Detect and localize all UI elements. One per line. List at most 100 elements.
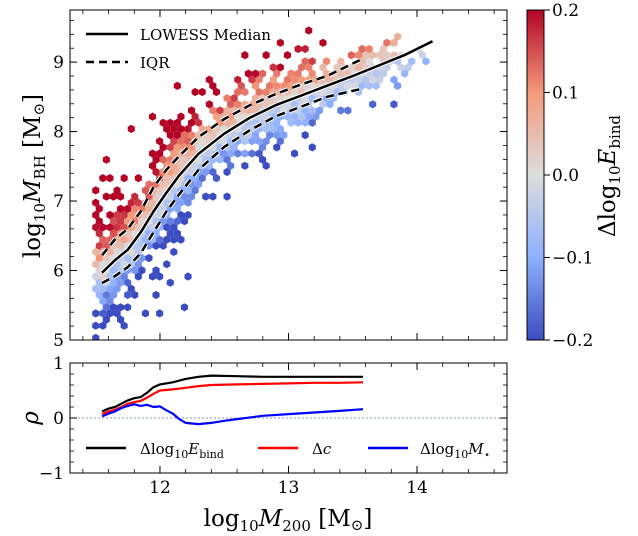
colorbar-tick-label: −0.1: [552, 249, 593, 269]
hexbin-cell: [209, 192, 217, 201]
hexbin-cell: [177, 235, 185, 244]
colorbar-tick-label: 0.1: [552, 84, 579, 104]
hexbin-cell: [149, 161, 157, 170]
hexbin-cell: [276, 63, 284, 72]
hexbin-cell: [102, 290, 110, 300]
hexbin-cell: [106, 309, 114, 318]
hexbin-cell: [109, 192, 117, 201]
hexbin-cell: [422, 57, 430, 66]
hexbin-cell: [234, 75, 242, 84]
hexbin-cell: [152, 192, 160, 201]
hexbin-cell: [298, 112, 306, 121]
hexbin-cell: [166, 278, 174, 287]
hexbin-cell: [156, 309, 164, 318]
hexbin-cell: [209, 167, 217, 177]
hexbin-cell: [262, 87, 270, 97]
hexbin-cell: [248, 75, 256, 84]
hexbin-cell: [173, 131, 181, 140]
hexbin-cell: [362, 75, 370, 84]
hexbin-cell: [152, 229, 160, 238]
hexbin-cell: [223, 192, 231, 201]
hexbin-cell: [276, 38, 284, 47]
hexbin-cell: [159, 180, 167, 189]
hexbin-cell: [241, 137, 249, 146]
hexbin-cell: [180, 217, 188, 226]
hexbin-cell: [173, 217, 181, 226]
hexbin-cell: [372, 81, 380, 90]
hexbin-cell: [191, 87, 199, 97]
hexbin-cell: [156, 210, 164, 220]
hexbin-cell: [134, 247, 142, 256]
hexbin-cell: [337, 81, 345, 90]
hexbin-cell: [120, 174, 128, 183]
hexbin-cell: [308, 143, 316, 152]
hexbin-cell: [92, 198, 100, 207]
hexbin-cell: [163, 174, 171, 183]
hexbin-cell: [312, 112, 320, 121]
hexbin-cell: [283, 75, 291, 84]
hexbin-cell: [113, 309, 121, 318]
hexbin-cell: [120, 272, 128, 281]
hexbin-cell: [163, 235, 171, 244]
hexbin-cell: [145, 180, 153, 189]
hexbin-cell: [365, 81, 373, 90]
hexbin-cell: [113, 284, 121, 293]
hexbin-cell: [149, 223, 157, 232]
hexbin-cell: [369, 100, 377, 109]
hexbin-cell: [127, 210, 135, 220]
hexbin-cell: [394, 81, 402, 90]
hexbin-cell: [255, 149, 263, 158]
hexbin-cell: [372, 69, 380, 78]
hexbin-cell: [141, 210, 149, 220]
hexbin-cell: [251, 69, 259, 78]
hexbin-cell: [95, 241, 103, 250]
hexbin-cell: [230, 94, 238, 103]
hexbin-cell: [99, 174, 107, 183]
hexbin-cell: [266, 81, 274, 90]
hexbin-cell: [376, 51, 384, 60]
hexbin-cell: [291, 75, 299, 84]
hexbin-cell: [180, 303, 188, 312]
hexbin-cell: [255, 75, 263, 84]
hexbin-cell: [138, 217, 146, 226]
c-correlation-line: [101, 381, 364, 416]
hexbin-cell: [347, 63, 355, 72]
hexbin-cell: [131, 192, 139, 201]
hexbin-cell: [241, 161, 249, 170]
hexbin-cell: [383, 51, 391, 60]
hexbin-cell: [173, 118, 181, 127]
bottom-panel: 12 13 14 −1 0 1 Δlog10Ebind Δc Δlog10M⋆ ρ log…: [18, 354, 508, 535]
hexbin-cell: [390, 100, 398, 109]
bottom-y-axis-label: ρ: [18, 411, 44, 426]
hexbin-cell: [198, 87, 206, 97]
y-tick-label: 6: [53, 262, 64, 282]
hexbin-cell: [397, 63, 405, 72]
hexbin-cell: [379, 69, 387, 78]
hexbin-cell: [358, 44, 366, 54]
hexbin-cell: [109, 266, 117, 275]
hexbin-cell: [209, 81, 217, 90]
hexbin-cell: [301, 118, 309, 127]
legend-label-c: Δc: [312, 440, 332, 458]
hexbin-cell: [170, 161, 178, 170]
hexbin-cell: [315, 106, 323, 115]
hexbin-cell: [326, 100, 334, 109]
top-legend: LOWESS Median IQR: [86, 26, 271, 72]
hexbin-cell: [159, 143, 167, 152]
y-tick-label: 7: [53, 192, 64, 212]
hexbin-cell: [120, 321, 128, 330]
iqr-line: [101, 87, 364, 285]
hexbin-cell: [287, 118, 295, 127]
hexbin-cell: [202, 192, 210, 201]
hexbin-cell: [99, 284, 107, 293]
hexbin-cell: [177, 112, 185, 121]
hexbin-cell: [113, 223, 121, 232]
hexbin-cell: [259, 69, 267, 78]
hexbin-cell: [251, 131, 259, 140]
hexbin-cell: [354, 63, 362, 72]
hexbin-cell: [262, 137, 270, 146]
hexbin-cell: [241, 87, 249, 97]
hexbin-cell: [109, 290, 117, 300]
hexbin-cell: [319, 63, 327, 72]
